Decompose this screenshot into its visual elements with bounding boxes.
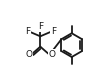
Text: F: F	[51, 27, 56, 36]
Text: F: F	[38, 22, 43, 31]
Text: O: O	[25, 50, 32, 59]
Text: O: O	[48, 50, 55, 59]
Text: F: F	[25, 27, 30, 36]
